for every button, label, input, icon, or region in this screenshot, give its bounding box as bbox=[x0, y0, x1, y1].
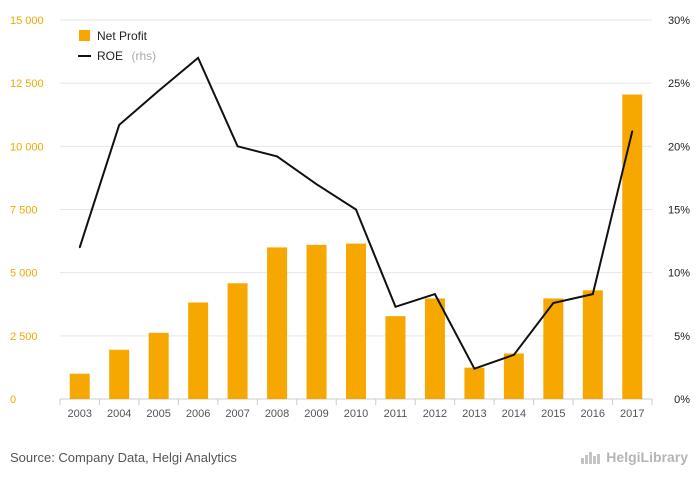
roe-point-2008 bbox=[276, 155, 278, 158]
left-tick-label: 5 000 bbox=[10, 268, 38, 280]
bar-net-profit-2009 bbox=[306, 244, 327, 399]
x-tick-label: 2005 bbox=[146, 408, 170, 420]
x-tick-label: 2011 bbox=[384, 408, 408, 420]
left-tick-label: 15 000 bbox=[10, 15, 44, 27]
bar-net-profit-2008 bbox=[267, 247, 288, 399]
roe-point-2009 bbox=[315, 183, 318, 186]
bar-net-profit-2005 bbox=[148, 332, 169, 399]
x-tick-label: 2013 bbox=[462, 408, 486, 420]
x-tick-label: 2012 bbox=[423, 408, 447, 420]
bar-net-profit-2016 bbox=[582, 290, 603, 399]
roe-point-2017 bbox=[631, 130, 634, 132]
x-tick-label: 2016 bbox=[581, 408, 605, 420]
brand-logo: HelgiLibrary bbox=[580, 449, 688, 465]
right-tick-label: 20% bbox=[668, 141, 690, 153]
bar-net-profit-2013 bbox=[464, 367, 485, 399]
x-tick-label: 2014 bbox=[502, 408, 526, 420]
roe-point-2005 bbox=[157, 89, 160, 92]
left-tick-label: 0 bbox=[10, 394, 16, 406]
right-tick-label: 5% bbox=[674, 331, 690, 343]
x-tick-label: 2006 bbox=[186, 408, 210, 420]
roe-point-2015 bbox=[552, 302, 555, 304]
x-tick-label: 2007 bbox=[225, 408, 249, 420]
bar-net-profit-2017 bbox=[622, 94, 643, 399]
x-tick-label: 2015 bbox=[541, 408, 565, 420]
left-tick-label: 12 500 bbox=[10, 78, 44, 90]
source-note: Source: Company Data, Helgi Analytics bbox=[10, 450, 237, 465]
bar-net-profit-2015 bbox=[543, 298, 564, 399]
roe-point-2010 bbox=[355, 208, 357, 211]
legend: Net Profit ROE (rhs) bbox=[78, 29, 156, 64]
x-tick-label: 2008 bbox=[265, 408, 289, 420]
roe-point-2006 bbox=[197, 57, 199, 59]
x-tick-label: 2009 bbox=[304, 408, 328, 420]
legend-label-roe: ROE (rhs) bbox=[97, 47, 156, 64]
right-axis-ticks: 0% 5% 10% 15% 20% 25% 30% bbox=[668, 15, 690, 406]
left-tick-label: 10 000 bbox=[10, 141, 44, 153]
right-tick-label: 15% bbox=[668, 205, 690, 217]
bar-net-profit-2003 bbox=[69, 373, 90, 399]
roe-point-2016 bbox=[592, 293, 594, 295]
x-tick-label: 2017 bbox=[620, 408, 644, 420]
roe-point-2013 bbox=[473, 367, 476, 370]
legend-swatch-net-profit bbox=[79, 30, 90, 41]
bar-net-profit-2011 bbox=[385, 316, 406, 399]
chart: 0 2 500 5 000 7 500 10 000 12 500 15 000 0% 5% 1… bbox=[10, 15, 690, 420]
right-tick-label: 0% bbox=[674, 394, 690, 406]
bar-net-profit-2010 bbox=[346, 243, 366, 399]
bar-net-profit-2007 bbox=[227, 283, 248, 399]
roe-point-2004 bbox=[118, 124, 120, 126]
right-tick-label: 10% bbox=[668, 268, 690, 280]
legend-label-net-profit: Net Profit bbox=[97, 29, 148, 43]
x-tick-label: 2004 bbox=[107, 408, 131, 420]
roe-point-2012 bbox=[434, 293, 436, 295]
right-tick-label: 30% bbox=[668, 15, 690, 27]
bar-net-profit-2012 bbox=[424, 298, 445, 399]
bar-series-net-profit bbox=[69, 94, 643, 399]
right-tick-label: 25% bbox=[668, 78, 690, 90]
roe-point-2011 bbox=[394, 305, 397, 308]
bar-net-profit-2014 bbox=[503, 353, 524, 399]
x-tick-label: 2003 bbox=[67, 408, 91, 420]
bar-net-profit-2004 bbox=[109, 349, 130, 399]
roe-point-2014 bbox=[513, 353, 515, 356]
left-axis-ticks: 0 2 500 5 000 7 500 10 000 12 500 15 000 bbox=[10, 15, 44, 406]
left-tick-label: 7 500 bbox=[10, 205, 38, 217]
x-tick-label: 2010 bbox=[344, 408, 368, 420]
roe-point-2007 bbox=[236, 145, 239, 148]
roe-point-2003 bbox=[78, 246, 81, 249]
left-tick-label: 2 500 bbox=[10, 331, 38, 343]
helgi-library-logo-icon bbox=[581, 452, 601, 464]
x-axis-ticks: 2003 2004 2005 2006 2007 2008 2009 2010 2011 2012… bbox=[59, 399, 653, 420]
brand-name: HelgiLibrary bbox=[606, 449, 688, 465]
line-series-roe bbox=[78, 56, 634, 370]
bar-net-profit-2006 bbox=[188, 302, 209, 399]
